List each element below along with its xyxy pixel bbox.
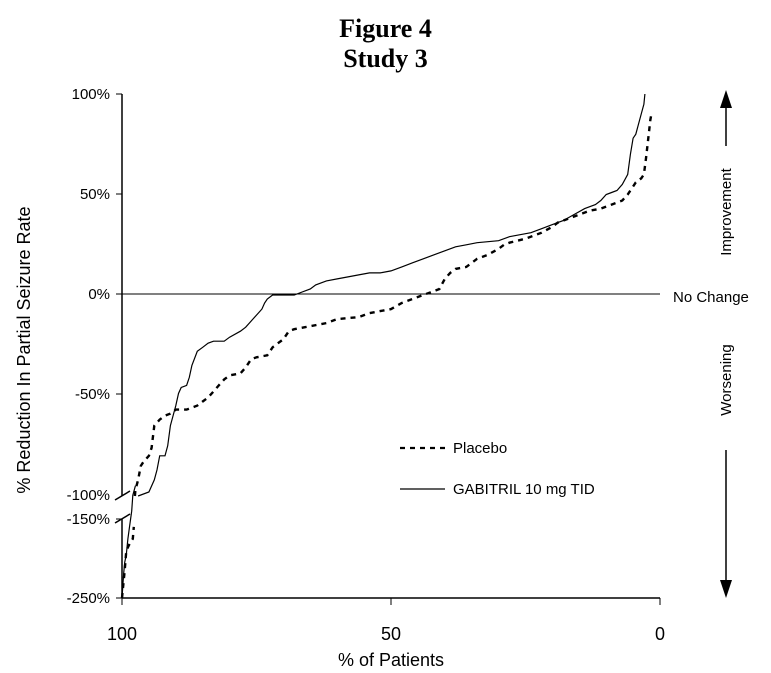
series-line-placebo-seg-1	[133, 113, 653, 497]
y-tick-label: 100%	[72, 86, 110, 103]
y-tick-label: -100%	[67, 487, 110, 504]
series-layer	[120, 93, 653, 599]
x-tick-label: 100	[107, 624, 137, 644]
chart-subtitle: Study 3	[343, 44, 428, 73]
down-arrow-icon	[720, 580, 732, 598]
no-change-annotation: No Change	[673, 289, 749, 306]
y-tick-label: -250%	[67, 590, 110, 607]
y-axis-label: % Reduction In Partial Seizure Rate	[14, 206, 34, 493]
axis-break-mark-top	[114, 490, 131, 501]
legend-label-gabitril: GABITRIL 10 mg TID	[453, 481, 595, 498]
x-tick-label: 50	[381, 624, 401, 644]
y-tick-label: 50%	[80, 186, 110, 203]
chart-title: Figure 4	[339, 14, 432, 43]
series-line-gabitril-seg-0	[121, 485, 136, 599]
series-line-placebo-seg-0	[120, 526, 135, 599]
improvement-annotation: Improvement	[718, 167, 735, 255]
x-axis-label: % of Patients	[338, 650, 444, 670]
y-tick-label: -150%	[67, 511, 110, 528]
worsening-annotation: Worsening	[718, 344, 735, 415]
x-tick-label: 0	[655, 624, 665, 644]
y-tick-label: -50%	[75, 386, 110, 403]
y-tick-label: 0%	[88, 286, 110, 303]
axis-break-mark-bottom	[114, 513, 131, 524]
series-line-gabitril-seg-1	[137, 93, 646, 497]
up-arrow-icon	[720, 90, 732, 108]
legend-label-placebo: Placebo	[453, 440, 507, 457]
